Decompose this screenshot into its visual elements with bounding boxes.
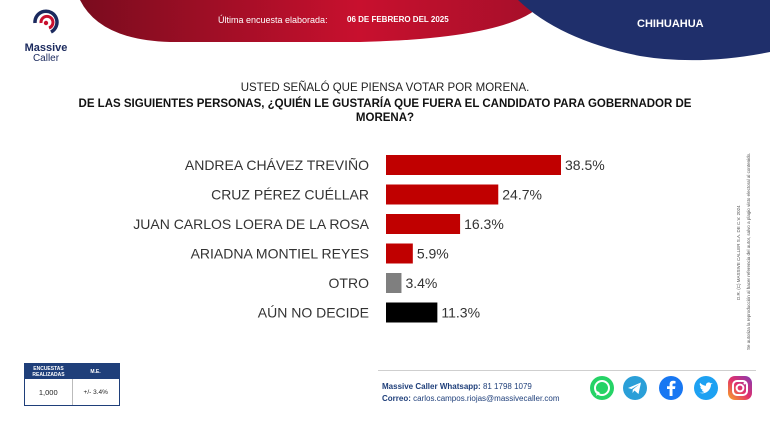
question-preamble: USTED SEÑALÓ QUE PIENSA VOTAR POR MORENA… [240, 82, 530, 94]
bar [386, 243, 413, 264]
data-label: 11.3% [441, 305, 480, 321]
whatsapp-number[interactable]: 81 1798 1079 [482, 382, 532, 391]
moe-header: M.E. [90, 368, 101, 375]
data-label: 38.5% [565, 157, 605, 173]
bar [386, 273, 402, 293]
surveys-value: 1,000 [25, 379, 73, 405]
data-label: 5.9% [417, 246, 449, 262]
state-name: CHIHUAHUA [637, 18, 704, 30]
copyright-note: D.R. (C) MASSIVE CALLER S.A. DE C.V. 202… [736, 205, 741, 300]
facebook-icon[interactable] [657, 374, 685, 402]
blue-header-shape [518, 0, 770, 61]
brand-subname: Caller [32, 53, 60, 64]
category-label: CRUZ PÉREZ CUÉLLAR [211, 187, 369, 203]
email-label: Correo: [382, 394, 411, 403]
whatsapp-icon[interactable] [588, 374, 616, 402]
contact-divider [378, 370, 756, 371]
sample-table: ENCUESTAS REALIZADAS M.E. 1,000 +/- 3.4% [24, 363, 120, 406]
header-banner [80, 0, 770, 61]
category-label: JUAN CARLOS LOERA DE LA ROSA [133, 216, 369, 232]
email-contact: Correo: carlos.campos.riojas@massivecall… [382, 394, 560, 403]
red-header-shape [80, 0, 545, 42]
logo-icon [33, 9, 59, 34]
whatsapp-label: Massive Caller Whatsapp: [382, 382, 481, 391]
data-label: 16.3% [464, 216, 504, 232]
twitter-icon[interactable] [692, 374, 720, 402]
surveys-header: ENCUESTAS REALIZADAS [32, 365, 65, 378]
data-label: 24.7% [502, 187, 542, 203]
brand-logo: Massive Caller [16, 8, 76, 64]
brand-name: Massive [24, 42, 68, 54]
whatsapp-contact: Massive Caller Whatsapp: 81 1798 1079 [382, 382, 532, 391]
question-title: DE LAS SIGUIENTES PERSONAS, ¿QUIÉN LE GU… [78, 98, 692, 124]
category-label: OTRO [329, 275, 370, 291]
permission-note: Se autoriza la reproducción al hacer ref… [746, 152, 751, 350]
last-survey-date: 06 DE FEBRERO DEL 2025 [347, 15, 449, 24]
category-label: AÚN NO DECIDE [258, 305, 369, 321]
moe-value: +/- 3.4% [83, 388, 108, 396]
bar [386, 184, 499, 205]
data-label: 3.4% [405, 275, 437, 291]
email-address[interactable]: carlos.campos.riojas@massivecaller.com [413, 394, 560, 403]
category-label: ARIADNA MONTIEL REYES [191, 246, 369, 262]
bar [386, 155, 561, 175]
bar [386, 214, 461, 234]
last-survey-label: Última encuesta elaborada: [218, 15, 328, 25]
instagram-icon[interactable] [726, 374, 754, 402]
category-label: ANDREA CHÁVEZ TREVIÑO [185, 157, 369, 173]
telegram-icon[interactable] [621, 374, 649, 402]
bar [386, 302, 438, 323]
